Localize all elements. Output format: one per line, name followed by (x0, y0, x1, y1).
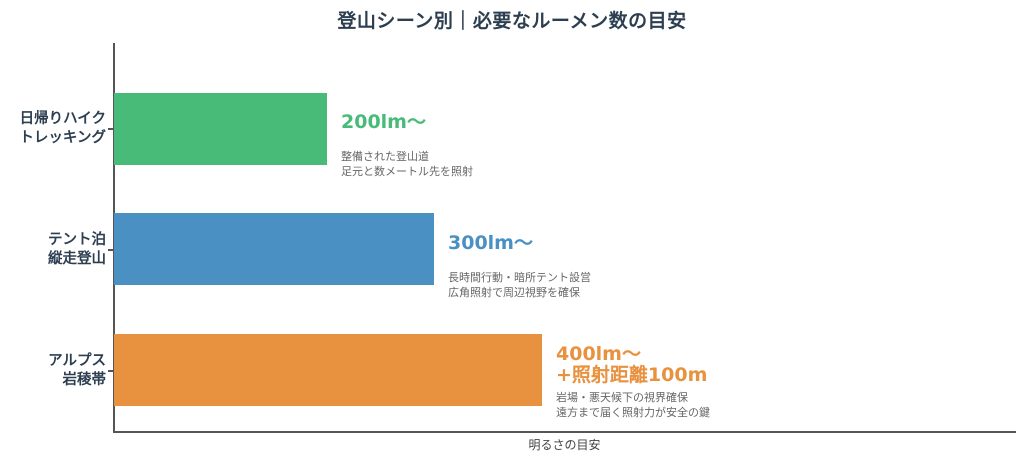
bar-alps-ridge (114, 334, 542, 406)
category-label-line1: テント泊 (48, 232, 106, 248)
y-axis (113, 43, 115, 432)
chart-title: 登山シーン別｜必要なルーメン数の目安 (337, 10, 687, 32)
bar-day-hike (114, 93, 327, 165)
value-label: 200lm〜 (341, 111, 426, 133)
category-label-line2: 縦走登山 (48, 251, 106, 267)
x-axis-label: 明るさの目安 (528, 438, 601, 452)
note-line1: 岩場・悪天候下の視界確保 (556, 391, 688, 404)
note-line1: 整備された登山道 (341, 150, 429, 163)
note-line2: 広角照射で周辺視野を確保 (448, 286, 580, 299)
category-label-line1: 日帰りハイク (19, 111, 106, 127)
note-line1: 長時間行動・暗所テント設営 (448, 271, 591, 284)
category-label: 日帰りハイク トレッキング (19, 110, 106, 148)
category-label-line2: 岩稜帯 (62, 372, 107, 388)
y-tick (108, 128, 113, 130)
y-tick (108, 370, 113, 372)
y-tick (108, 249, 113, 251)
category-label-line1: アルプス (48, 353, 106, 369)
x-axis (113, 431, 1016, 433)
value-label: 300lm〜 (448, 232, 533, 254)
note-line2: 遠方まで届く照射力が安全の鍵 (556, 406, 710, 419)
category-label: アルプス 岩稜帯 (48, 352, 106, 390)
bar-tent-trek (114, 213, 434, 285)
note-line2: 足元と数メートル先を照射 (341, 165, 473, 178)
value-label-extra: +照射距離100m (556, 364, 708, 386)
category-label-line2: トレッキング (19, 130, 106, 146)
category-label: テント泊 縦走登山 (48, 231, 106, 269)
value-label: 400lm〜 (556, 343, 641, 365)
